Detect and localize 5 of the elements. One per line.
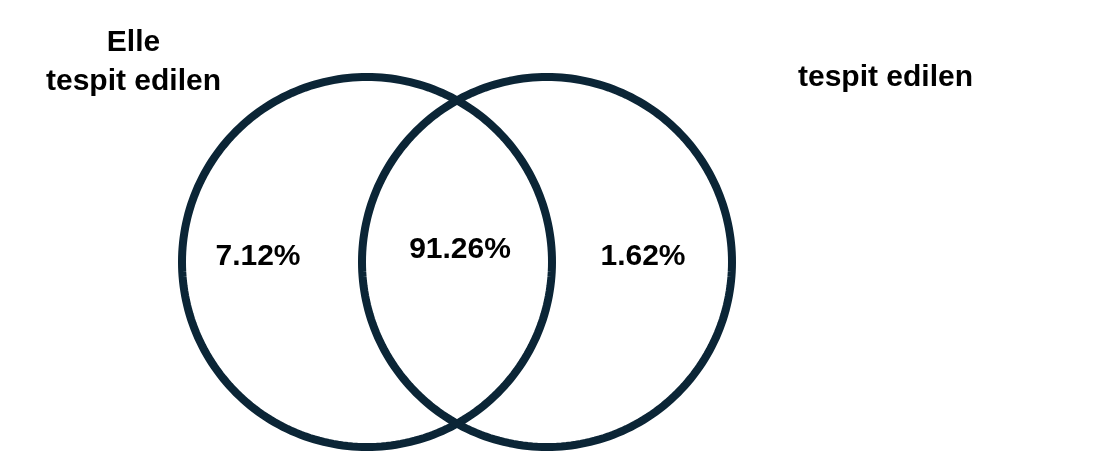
- data-label: 1.62%: [600, 237, 686, 271]
- text: Elle tespit edilen: [46, 24, 222, 96]
- data-label: 7.12%: [215, 237, 301, 271]
- data-label: 91.26%: [409, 230, 511, 264]
- text: tespit edilen: [798, 59, 974, 92]
